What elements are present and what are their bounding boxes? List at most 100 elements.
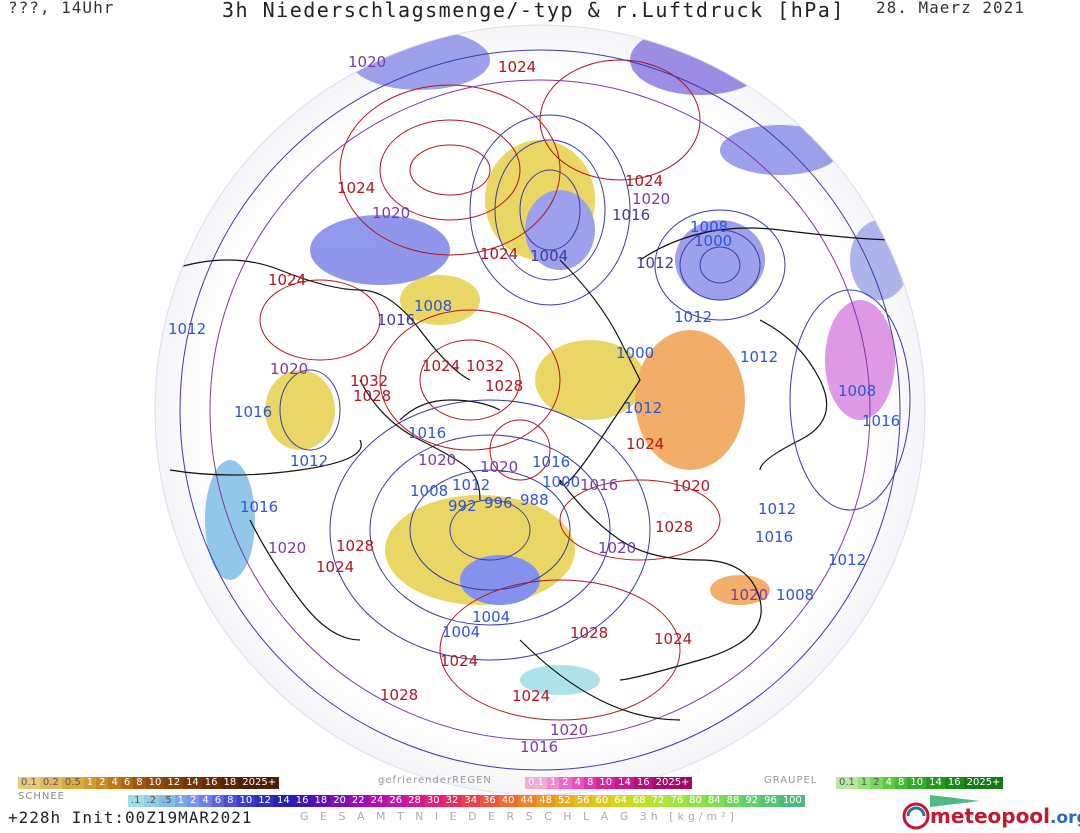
isobars	[179, 49, 911, 771]
pressure-label: 1004	[472, 608, 510, 626]
total-precip-swatch: 18	[311, 795, 331, 807]
snow-swatch: 16	[201, 777, 221, 789]
brand-tld: .org	[1049, 808, 1080, 828]
pressure-label: 1012	[168, 320, 206, 338]
pressure-label: 1020	[480, 458, 518, 476]
meteopool-logo-icon	[902, 802, 930, 830]
pressure-label: 1008	[776, 586, 814, 604]
pressure-label: 1008	[410, 482, 448, 500]
snow-swatch: 2	[96, 777, 109, 789]
pressure-label: 1012	[290, 452, 328, 470]
pressure-label: 1016	[755, 528, 793, 546]
freezing-rain-swatch: 14	[615, 777, 634, 789]
total-precip-swatch: 24	[367, 795, 387, 807]
total-precip-swatch: 68	[629, 795, 649, 807]
pressure-label: 992	[448, 497, 477, 515]
snow-swatch: 14	[183, 777, 202, 789]
pressure-label: 1016	[612, 206, 650, 224]
pressure-label: 1016	[580, 476, 618, 494]
total-precip-legend-bar: .1.2.5 1 2 4 6 8 10 12 14 16 18 20 22 24 26 28 30 32 34 36 4…	[128, 795, 805, 807]
total-precip-swatch: 44	[517, 795, 537, 807]
total-precip-swatch: .5	[159, 795, 175, 807]
brand-name: meteo	[930, 804, 1002, 828]
pressure-label: 996	[484, 494, 513, 512]
pressure-label: 1024	[625, 172, 663, 190]
graupel-swatch: 2025+	[963, 777, 1004, 789]
graupel-swatch: 4	[882, 777, 896, 789]
forecast-hour-label: ???, 14Uhr	[8, 0, 115, 17]
pressure-label: 1016	[862, 412, 900, 430]
legend-arrow	[930, 795, 980, 807]
pressure-label: 1024	[626, 435, 664, 453]
total-precip-swatch: .2	[143, 795, 160, 807]
total-precip-swatch: 32	[442, 795, 462, 807]
meteopool-logo[interactable]: meteopool.org	[902, 802, 1080, 830]
pressure-label: 1028	[485, 377, 523, 395]
pressure-label: 1012	[758, 500, 796, 518]
snow-swatch: 12	[164, 777, 184, 789]
snow-swatch: 6	[120, 777, 134, 789]
total-precip-swatch: 26	[386, 795, 406, 807]
total-precip-swatch: 34	[461, 795, 481, 807]
snow-legend-label: SCHNEE	[18, 791, 65, 802]
freezing-rain-swatch: 8	[584, 777, 597, 789]
total-precip-swatch: 96	[761, 795, 780, 807]
total-precip-swatch: 80	[686, 795, 705, 807]
total-precip-swatch: 20	[330, 795, 349, 807]
pressure-label: 1016	[377, 311, 415, 329]
freezing-rain-legend-label: gefrierenderREGEN	[378, 775, 492, 786]
total-precip-swatch: 2	[187, 795, 200, 807]
graupel-swatch: 14	[926, 777, 945, 789]
total-precip-swatch: .1	[128, 795, 144, 807]
pressure-label: 1024	[654, 630, 692, 648]
total-precip-swatch: 60	[592, 795, 612, 807]
total-precip-swatch: 4	[199, 795, 212, 807]
pressure-label: 1016	[520, 738, 558, 756]
snow-swatch: 2025+	[239, 777, 280, 789]
total-precip-swatch: 56	[573, 795, 593, 807]
pressure-label: 1020	[270, 360, 308, 378]
pressure-label: 1020	[550, 721, 588, 739]
pressure-label: 1016	[240, 498, 278, 516]
total-precip-swatch: 6	[211, 795, 225, 807]
total-precip-swatch: 10	[236, 795, 256, 807]
snow-swatch: 8	[133, 777, 146, 789]
snow-swatch: 10	[145, 777, 165, 789]
pressure-label: 1024	[316, 558, 354, 576]
total-precip-swatch: 40	[498, 795, 518, 807]
pressure-label: 1028	[655, 518, 693, 536]
pressure-label: 1004	[442, 623, 480, 641]
pressure-label: 1024	[512, 687, 550, 705]
pressure-label: 1024	[440, 652, 478, 670]
pressure-label: 1000	[542, 473, 580, 491]
freezing-rain-swatch: 2	[559, 777, 572, 789]
pressure-label: 1024	[422, 357, 460, 375]
total-precip-swatch: 64	[611, 795, 630, 807]
chart-title: 3h Niederschlagsmenge/-typ & r.Luftdruck…	[222, 0, 845, 22]
total-precip-swatch: 92	[742, 795, 762, 807]
graupel-swatch: 0.1	[836, 777, 858, 789]
total-precip-swatch: 30	[423, 795, 443, 807]
graupel-legend-bar: 0.1 1 2 4 8 10 14 16 2025+	[836, 777, 1004, 789]
pressure-label: 1016	[532, 453, 570, 471]
snow-swatch: 0.2	[39, 777, 62, 789]
pressure-label: 1028	[380, 686, 418, 704]
total-precip-swatch: 12	[255, 795, 274, 807]
total-precip-swatch: 16	[292, 795, 312, 807]
total-precip-legend-label: G E S A M T N I E D E R S C H L A G 3h […	[300, 810, 738, 823]
pressure-label: 1008	[838, 382, 876, 400]
pressure-label: 1028	[336, 537, 374, 555]
run-info: +228h Init:00Z19MAR2021	[8, 808, 253, 827]
snow-swatch: 18	[220, 777, 240, 789]
pressure-label: 1020	[268, 539, 306, 557]
snow-swatch: 4	[108, 777, 121, 789]
pressure-label: 1020	[348, 53, 386, 71]
total-precip-swatch: 22	[348, 795, 368, 807]
pressure-label: 1020	[372, 204, 410, 222]
total-precip-swatch: 76	[667, 795, 687, 807]
pressure-label: 1028	[353, 387, 391, 405]
graupel-swatch: 16	[944, 777, 964, 789]
total-precip-swatch: 36	[480, 795, 499, 807]
